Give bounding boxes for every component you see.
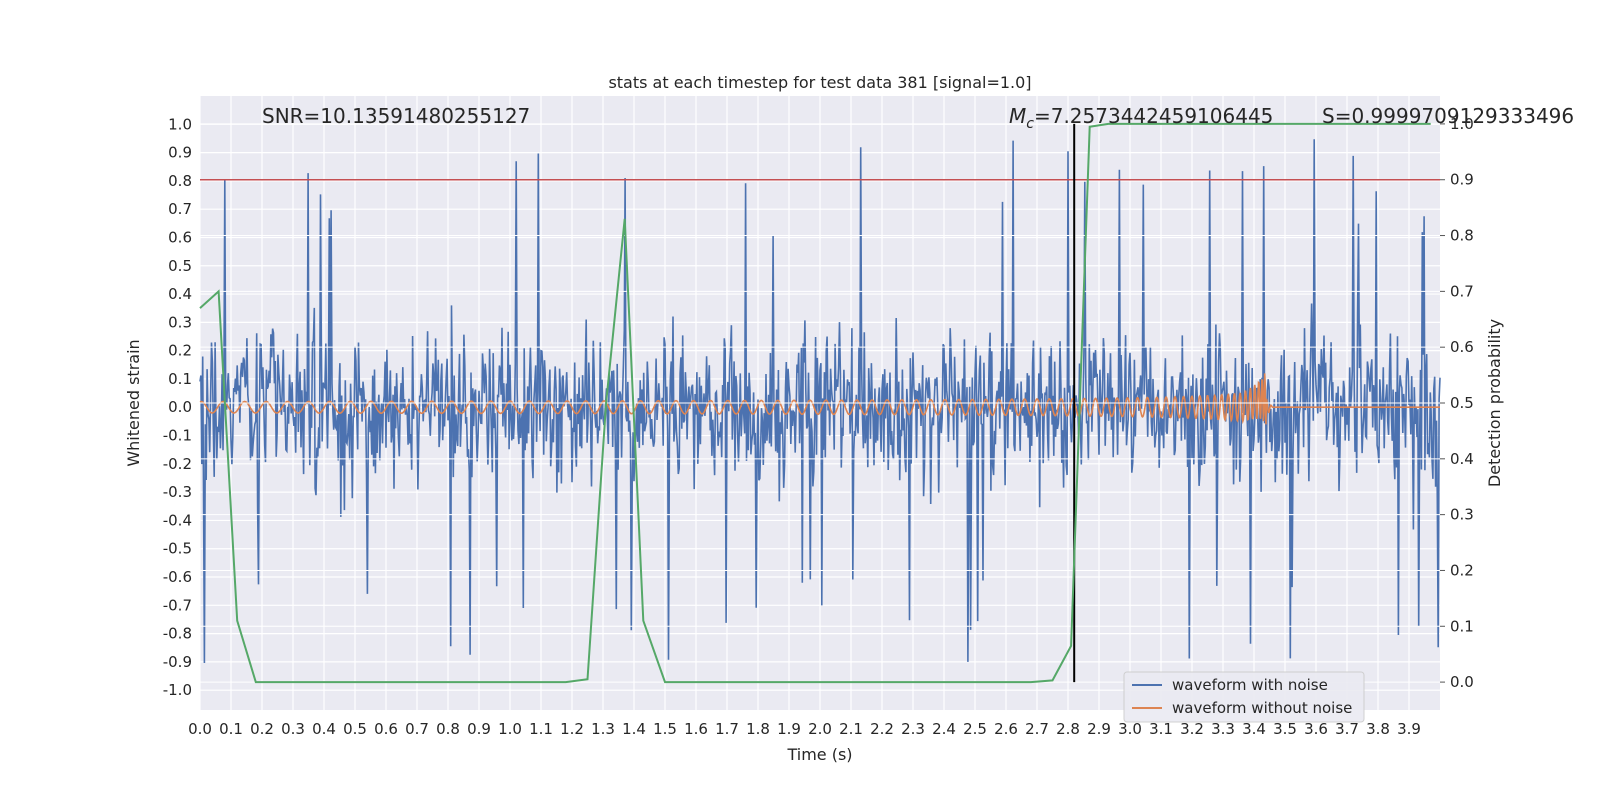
- y-tick-label: 0.5: [168, 257, 192, 275]
- clean-line: [199, 373, 1440, 425]
- y-right-tick-label: 0.1: [1450, 617, 1474, 635]
- y-right-tick-label: 0.8: [1450, 227, 1474, 245]
- y-right-tick-label: 0.0: [1450, 673, 1474, 691]
- y-right-tick-label: 0.7: [1450, 282, 1474, 300]
- series-waveform-without-noise: [199, 373, 1440, 425]
- y-tick-label: -0.3: [163, 483, 192, 501]
- x-tick-label: 2.5: [963, 720, 987, 738]
- x-tick-label: 0.1: [219, 720, 243, 738]
- chart-title: stats at each timestep for test data 381…: [608, 73, 1031, 92]
- x-tick-label: 1.2: [560, 720, 584, 738]
- x-tick-label: 3.6: [1304, 720, 1328, 738]
- x-tick-label: 0.6: [374, 720, 398, 738]
- x-axis-label: Time (s): [786, 745, 852, 764]
- chirp-mass-subscript: c: [1026, 116, 1034, 132]
- x-tick-label: 2.1: [839, 720, 863, 738]
- y-tick-label: -0.2: [163, 455, 192, 473]
- x-tick-label: 3.1: [1149, 720, 1173, 738]
- y-axis-label: Whitened strain: [124, 339, 143, 466]
- x-tick-label: 0.5: [343, 720, 367, 738]
- probability-line: [199, 122, 1431, 684]
- x-tick-label: 0.9: [467, 720, 491, 738]
- legend-label-clean: waveform without noise: [1172, 699, 1352, 717]
- y-right-tick-label: 0.9: [1450, 171, 1474, 189]
- x-tick-label: 1.9: [777, 720, 801, 738]
- snr-annotation: SNR=10.13591480255127: [262, 104, 530, 128]
- y-tick-label: 0.7: [168, 200, 192, 218]
- x-tick-label: 3.5: [1273, 720, 1297, 738]
- x-tick-label: 1.1: [529, 720, 553, 738]
- x-tick-label: 2.6: [994, 720, 1018, 738]
- y-tick-label: 0.9: [168, 144, 192, 162]
- legend: waveform with noise waveform without noi…: [1123, 671, 1365, 723]
- x-tick-label: 0.0: [188, 720, 212, 738]
- y-right-tick-labels: 1.0 0.9 0.8 0.7 0.6 0.5 0.4 0.3 0.2 0.1 0.0: [1450, 115, 1474, 691]
- noise-line: [199, 139, 1441, 664]
- x-tick-label: 1.4: [622, 720, 646, 738]
- x-tick-label: 3.3: [1211, 720, 1235, 738]
- y-tick-label: -0.4: [163, 511, 192, 529]
- y-tick-label: -0.7: [163, 596, 192, 614]
- y-tick-label: -0.9: [163, 653, 192, 671]
- x-tick-label: 1.3: [591, 720, 615, 738]
- x-tick-label: 2.0: [808, 720, 832, 738]
- x-tick-label: 2.4: [932, 720, 956, 738]
- y-tick-label: 0.0: [168, 398, 192, 416]
- y-tick-label: 0.3: [168, 313, 192, 331]
- y-tick-label: -0.1: [163, 427, 192, 445]
- y-tick-label: -0.5: [163, 540, 192, 558]
- y-tick-label: 0.1: [168, 370, 192, 388]
- chirp-mass-value: =7.2573442459106445: [1034, 104, 1273, 128]
- y-right-axis-label: Detection probability: [1485, 319, 1504, 487]
- x-tick-label: 0.4: [312, 720, 336, 738]
- x-tick-label: 0.8: [436, 720, 460, 738]
- x-tick-label: 2.9: [1087, 720, 1111, 738]
- y-right-tick-label: 0.4: [1450, 450, 1474, 468]
- y-right-tick-label: 1.0: [1450, 115, 1474, 133]
- x-tick-label: 3.4: [1242, 720, 1266, 738]
- x-tick-label: 3.9: [1397, 720, 1421, 738]
- legend-box: [1123, 671, 1365, 723]
- y-tick-label: 0.4: [168, 285, 192, 303]
- series-waveform-with-noise: [199, 139, 1441, 664]
- x-tick-label: 1.5: [653, 720, 677, 738]
- chirp-mass-annotation: Mc=7.2573442459106445: [1009, 104, 1273, 132]
- y-tick-label: -0.6: [163, 568, 192, 586]
- x-tick-label: 2.2: [870, 720, 894, 738]
- chirp-mass-symbol: M: [1009, 104, 1026, 128]
- y-tick-label: 1.0: [168, 115, 192, 133]
- x-tick-label: 3.2: [1180, 720, 1204, 738]
- y-right-tick-label: 0.6: [1450, 338, 1474, 356]
- series-detection-probability: [199, 122, 1431, 684]
- x-tick-label: 3.8: [1366, 720, 1390, 738]
- y-tick-label: -0.8: [163, 625, 192, 643]
- y-tick-labels: 1.0 0.9 0.8 0.7 0.6 0.5 0.4 0.3 0.2 0.1 0.0 -0.1 -0.…: [163, 115, 192, 699]
- x-tick-labels: 0.0 0.1 0.2 0.3 0.4 0.5 0.6 0.7 0.8 0.9 1.0 1.1 1.2 1…: [188, 720, 1421, 738]
- x-tick-label: 2.3: [901, 720, 925, 738]
- x-tick-label: 2.7: [1025, 720, 1049, 738]
- y-right-tick-label: 0.5: [1450, 394, 1474, 412]
- y-tick-label: 0.2: [168, 342, 192, 360]
- x-tick-label: 0.2: [250, 720, 274, 738]
- detection-score-annotation: S=0.9999709129333496: [1322, 104, 1574, 128]
- x-tick-label: 3.0: [1118, 720, 1142, 738]
- y-tick-label: 0.6: [168, 228, 192, 246]
- y-tick-label: -1.0: [163, 681, 192, 699]
- y-right-tick-label: 0.3: [1450, 506, 1474, 524]
- y-right-tick-label: 0.2: [1450, 561, 1474, 579]
- x-tick-label: 1.7: [715, 720, 739, 738]
- x-tick-label: 3.7: [1335, 720, 1359, 738]
- legend-label-noise: waveform with noise: [1172, 676, 1328, 694]
- x-tick-label: 1.8: [746, 720, 770, 738]
- x-tick-label: 0.7: [405, 720, 429, 738]
- y-tick-label: 0.8: [168, 172, 192, 190]
- x-tick-label: 0.3: [281, 720, 305, 738]
- x-tick-label: 2.8: [1056, 720, 1080, 738]
- x-tick-label: 1.6: [684, 720, 708, 738]
- x-tick-label: 1.0: [498, 720, 522, 738]
